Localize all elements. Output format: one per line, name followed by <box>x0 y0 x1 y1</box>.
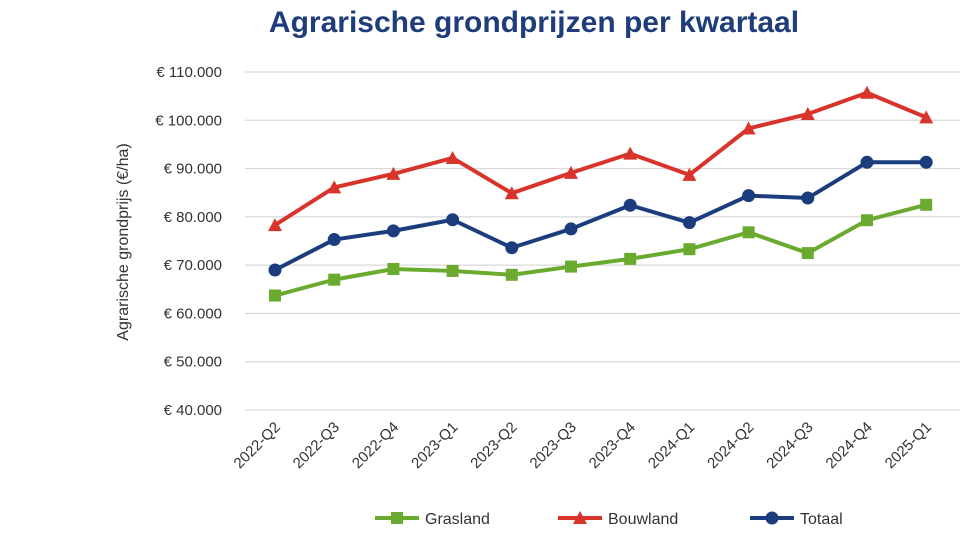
x-tick-label: 2022-Q3 <box>290 419 343 472</box>
x-tick-label: 2024-Q4 <box>823 419 876 472</box>
y-tick-label: € 110.000 <box>156 64 222 81</box>
data-point-bouwland <box>386 166 401 180</box>
x-tick-label: 2025-Q1 <box>882 419 935 472</box>
legend-marker <box>573 511 587 524</box>
data-point-bouwland <box>327 180 342 194</box>
x-tick-label: 2022-Q4 <box>349 419 402 472</box>
y-tick-label: € 60.000 <box>164 305 222 322</box>
x-tick-label: 2023-Q2 <box>467 419 520 472</box>
data-point-bouwland <box>800 107 815 121</box>
data-point-grasland <box>269 289 281 302</box>
gridlines <box>245 71 960 411</box>
data-point-bouwland <box>741 121 756 135</box>
x-tick-label: 2024-Q1 <box>645 419 698 472</box>
data-point-totaal <box>505 241 519 255</box>
data-point-totaal <box>327 233 341 247</box>
data-point-grasland <box>328 273 341 286</box>
legend-item-bouwland: Bouwland <box>558 511 678 528</box>
series-bouwland <box>268 85 934 232</box>
data-point-grasland <box>683 243 696 256</box>
data-point-bouwland <box>564 165 578 179</box>
x-tick-label: 2023-Q3 <box>527 419 580 472</box>
y-axis-ticks: € 40.000 € 50.000 € 60.000 € 70.000 € 80.000… <box>155 64 222 419</box>
series-lines <box>268 85 934 302</box>
data-point-totaal <box>860 155 874 169</box>
x-tick-label: 2024-Q2 <box>704 419 757 472</box>
x-tick-label: 2023-Q4 <box>586 419 639 472</box>
data-point-totaal <box>801 191 815 205</box>
data-point-grasland <box>861 214 873 227</box>
y-tick-label: € 50.000 <box>164 354 222 371</box>
data-point-totaal <box>742 189 756 203</box>
chart-title: Agrarische grondprijzen per kwartaal <box>269 6 799 39</box>
data-point-grasland <box>920 198 933 211</box>
legend-marker <box>765 511 779 525</box>
data-point-grasland <box>742 226 755 239</box>
series-line-grasland <box>273 202 929 298</box>
legend-marker <box>391 512 403 524</box>
series-line-totaal <box>273 160 929 272</box>
y-tick-label: € 80.000 <box>164 209 222 226</box>
data-point-totaal <box>386 224 400 238</box>
data-point-totaal <box>268 263 282 277</box>
data-point-bouwland <box>623 146 638 160</box>
data-point-totaal <box>682 216 696 230</box>
data-point-totaal <box>564 222 578 236</box>
legend: Grasland Bouwland Totaal <box>375 511 843 528</box>
y-tick-label: € 70.000 <box>164 257 222 274</box>
data-point-totaal <box>623 198 637 212</box>
data-point-totaal <box>446 213 460 227</box>
series-totaal <box>268 155 933 277</box>
data-point-bouwland <box>682 167 697 181</box>
legend-label: Grasland <box>425 511 490 528</box>
data-point-grasland <box>624 252 637 265</box>
y-tick-label: € 90.000 <box>164 161 222 178</box>
x-axis-ticks: 2022-Q2 2022-Q3 2022-Q4 2023-Q1 2023-Q2 2023-… <box>231 419 935 472</box>
x-tick-label: 2022-Q2 <box>231 419 284 472</box>
data-point-bouwland <box>268 218 282 232</box>
x-tick-label: 2024-Q3 <box>763 419 816 472</box>
data-point-bouwland <box>445 150 460 164</box>
x-tick-label: 2023-Q1 <box>408 419 461 472</box>
data-point-grasland <box>801 247 814 260</box>
series-line-bouwland <box>273 90 929 228</box>
legend-item-grasland: Grasland <box>375 511 490 528</box>
data-point-bouwland <box>919 110 934 124</box>
data-point-bouwland <box>504 186 519 200</box>
legend-label: Totaal <box>800 511 843 528</box>
data-point-bouwland <box>860 85 874 99</box>
y-tick-label: € 40.000 <box>164 402 222 419</box>
data-point-grasland <box>446 264 459 277</box>
legend-label: Bouwland <box>608 511 678 528</box>
data-point-grasland <box>565 260 577 273</box>
data-point-grasland <box>505 268 518 281</box>
y-tick-label: € 100.000 <box>155 112 222 129</box>
data-point-grasland <box>387 263 400 276</box>
y-axis-label: Agrarische grondprijs (€/ha) <box>115 143 132 340</box>
legend-item-totaal: Totaal <box>750 511 843 528</box>
data-point-totaal <box>919 155 933 169</box>
series-grasland <box>269 198 933 302</box>
